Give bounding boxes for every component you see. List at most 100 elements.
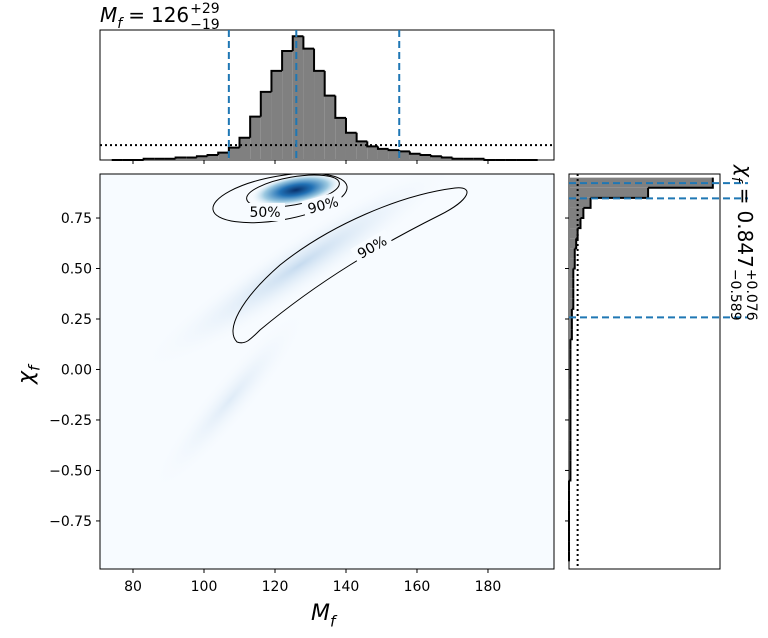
hist-outline xyxy=(195,155,208,158)
hist-bar xyxy=(569,238,577,249)
hist-bar xyxy=(228,147,240,160)
density: 50% 90% 90% xyxy=(139,174,468,494)
hist-outline xyxy=(573,258,576,270)
hist-bar xyxy=(569,228,578,239)
hist-bar xyxy=(356,141,368,160)
hist-bar xyxy=(569,268,574,279)
hist-bar xyxy=(420,155,432,160)
relation: = xyxy=(128,3,145,27)
hist-bar xyxy=(569,207,584,219)
hist-bar xyxy=(271,70,283,160)
label-bg xyxy=(301,191,345,219)
hist-bar xyxy=(282,51,293,160)
hist-outline xyxy=(583,197,592,209)
y-tick-label: −0.75 xyxy=(49,514,92,530)
symbol: M xyxy=(311,601,330,626)
hist-outline xyxy=(574,238,578,250)
hist-bar xyxy=(569,218,581,229)
hist-bar xyxy=(239,137,251,160)
hist-bar xyxy=(218,152,229,160)
hist-bar xyxy=(388,150,400,160)
hist-outline xyxy=(238,136,251,148)
hist-bar xyxy=(409,153,421,160)
main-frame xyxy=(99,173,555,570)
relation: = xyxy=(733,188,757,205)
hist-outline xyxy=(355,132,368,143)
hist-outline xyxy=(440,156,453,159)
hist-outline xyxy=(344,117,357,134)
hist-bar xyxy=(260,91,272,160)
symbol: χ xyxy=(14,370,39,385)
hist-bar xyxy=(569,248,575,259)
hist-outline xyxy=(174,156,187,159)
x-tick-label: 180 xyxy=(475,579,502,595)
hist-outline xyxy=(227,146,240,153)
x-tick-label: 160 xyxy=(404,579,431,595)
hist-bar xyxy=(196,156,208,160)
value: 0.847 xyxy=(733,211,757,268)
hist-outline xyxy=(570,329,573,341)
hist-outline xyxy=(281,50,293,71)
symbol-sub: f xyxy=(330,613,338,631)
value: 126 xyxy=(151,3,189,27)
x-tick-label: 80 xyxy=(124,579,142,595)
y-tick-label: −0.50 xyxy=(49,463,92,479)
hist-bar xyxy=(569,298,574,309)
hist-bar xyxy=(303,48,315,161)
hist-bar xyxy=(569,288,574,299)
hist-bar xyxy=(292,36,304,160)
hist-outline xyxy=(576,228,579,240)
x-tick-label: 100 xyxy=(191,579,218,595)
hist-bar xyxy=(207,155,219,160)
hist-bar xyxy=(377,148,389,160)
hist-bar xyxy=(314,70,325,160)
hist-outline xyxy=(376,146,389,150)
hist-bar xyxy=(569,278,574,289)
hist-outline xyxy=(419,153,432,157)
hist-outline xyxy=(408,151,421,155)
y-tick-label: 0.25 xyxy=(61,312,92,328)
hist-outline xyxy=(648,177,714,189)
hist-bar xyxy=(335,117,346,160)
hist-outline xyxy=(451,157,464,160)
hist-outline xyxy=(249,115,261,138)
hist-outline xyxy=(483,158,496,161)
density-tail xyxy=(139,174,461,372)
hist-outline xyxy=(323,70,336,97)
minus: −19 xyxy=(190,17,220,33)
hist-outline xyxy=(387,148,400,152)
right-title: χf = 0.847+0.076−0.589 xyxy=(727,164,759,321)
hist-bar xyxy=(569,329,572,340)
hist-bar xyxy=(345,132,357,160)
symbol-sub: f xyxy=(728,177,744,184)
hist-bar xyxy=(569,308,572,319)
y-axis-label: χf xyxy=(14,363,44,385)
hist-outline xyxy=(291,35,304,52)
hist-bar xyxy=(186,157,197,160)
y-tick-label: −0.25 xyxy=(49,413,92,429)
hist-bar xyxy=(569,187,649,198)
hist-bar xyxy=(569,318,572,330)
y-tick-label: 0.50 xyxy=(61,262,92,278)
hist-outline xyxy=(580,207,585,220)
hist-bar xyxy=(399,151,410,160)
label-bg xyxy=(245,203,285,221)
plus: +0.076 xyxy=(743,269,759,321)
hist-outline xyxy=(398,150,410,153)
hist-outline xyxy=(366,141,378,148)
contour-50 xyxy=(246,174,340,208)
symbol: M xyxy=(100,3,117,27)
hist-outline xyxy=(302,36,315,50)
hist-outline xyxy=(142,157,155,160)
hist-outline xyxy=(313,48,325,72)
hist-outline xyxy=(430,155,442,158)
symbol-sub: f xyxy=(26,363,44,371)
hist-bar xyxy=(569,258,575,269)
y-tick-label: 0.75 xyxy=(61,211,92,227)
x-tick-label: 120 xyxy=(262,579,289,595)
hist-bar xyxy=(431,156,442,160)
symbol: χ xyxy=(733,164,757,178)
